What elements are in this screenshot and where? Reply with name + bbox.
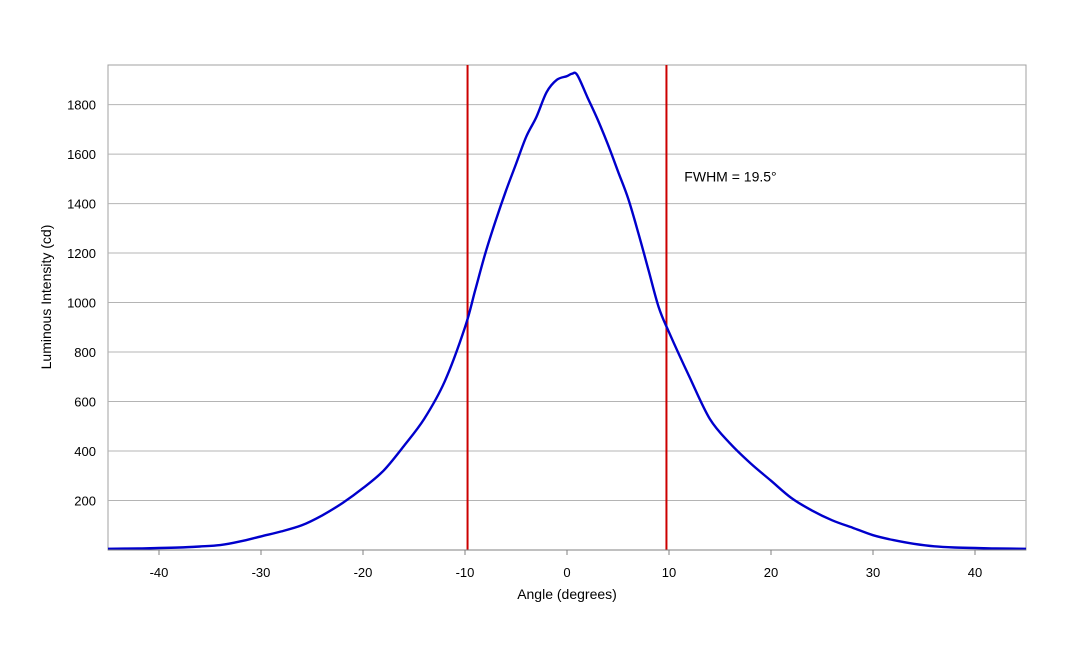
plot-area: [107, 64, 1027, 551]
x-tick-labels: -40 -30 -20 -10 0 10 20 30 40: [150, 550, 982, 580]
y-tick-label: 400: [74, 444, 96, 459]
x-tick-label: 30: [866, 565, 880, 580]
y-tick-label: 1600: [67, 147, 96, 162]
y-axis-title: Luminous Intensity (cd): [38, 225, 54, 370]
x-axis-title: Angle (degrees): [517, 586, 617, 602]
y-tick-label: 200: [74, 494, 96, 509]
y-tick-label: 600: [74, 395, 96, 410]
x-tick-label: -30: [252, 565, 271, 580]
y-tick-label: 1200: [67, 246, 96, 261]
y-tick-label: 1000: [67, 296, 96, 311]
x-tick-label: -40: [150, 565, 169, 580]
y-tick-label: 1400: [67, 197, 96, 212]
y-tick-labels: 200 400 600 800 1000 1200 1400 1600 1800: [67, 98, 96, 509]
x-tick-label: -10: [456, 565, 475, 580]
fwhm-annotation: FWHM = 19.5°: [684, 168, 776, 184]
x-tick-label: -20: [354, 565, 373, 580]
x-tick-label: 10: [662, 565, 676, 580]
x-tick-label: 0: [563, 565, 570, 580]
y-tick-label: 1800: [67, 98, 96, 113]
fwhm-lines: [466, 65, 668, 550]
x-tick-label: 40: [968, 565, 982, 580]
grid-lines: [108, 104, 1026, 502]
y-tick-label: 800: [74, 345, 96, 360]
intensity-curve: [107, 71, 1027, 550]
x-tick-label: 20: [764, 565, 778, 580]
